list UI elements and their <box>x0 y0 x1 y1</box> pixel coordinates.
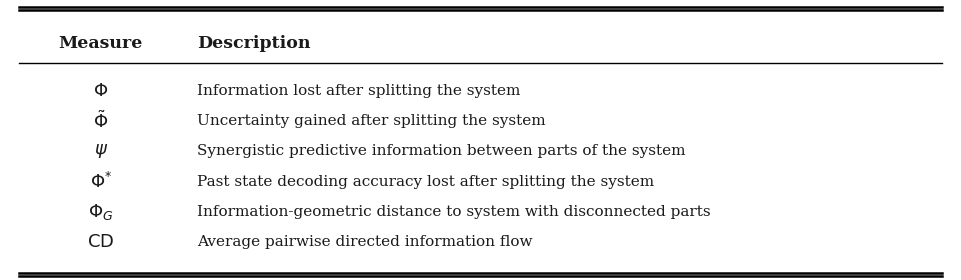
Text: $\Phi$: $\Phi$ <box>93 82 109 100</box>
Text: $\psi$: $\psi$ <box>94 143 108 160</box>
Text: $\tilde{\Phi}$: $\tilde{\Phi}$ <box>93 111 109 132</box>
Text: Measure: Measure <box>59 35 143 52</box>
Text: Information lost after splitting the system: Information lost after splitting the sys… <box>197 84 520 98</box>
Text: Information-geometric distance to system with disconnected parts: Information-geometric distance to system… <box>197 205 710 219</box>
Text: $\mathrm{CD}$: $\mathrm{CD}$ <box>87 233 114 251</box>
Text: $\Phi_G$: $\Phi_G$ <box>88 202 113 222</box>
Text: Synergistic predictive information between parts of the system: Synergistic predictive information betwe… <box>197 144 685 158</box>
Text: Average pairwise directed information flow: Average pairwise directed information fl… <box>197 235 532 249</box>
Text: Description: Description <box>197 35 310 52</box>
Text: $\Phi^{*}$: $\Phi^{*}$ <box>89 172 112 192</box>
Text: Past state decoding accuracy lost after splitting the system: Past state decoding accuracy lost after … <box>197 175 654 189</box>
Text: Uncertainty gained after splitting the system: Uncertainty gained after splitting the s… <box>197 114 546 128</box>
